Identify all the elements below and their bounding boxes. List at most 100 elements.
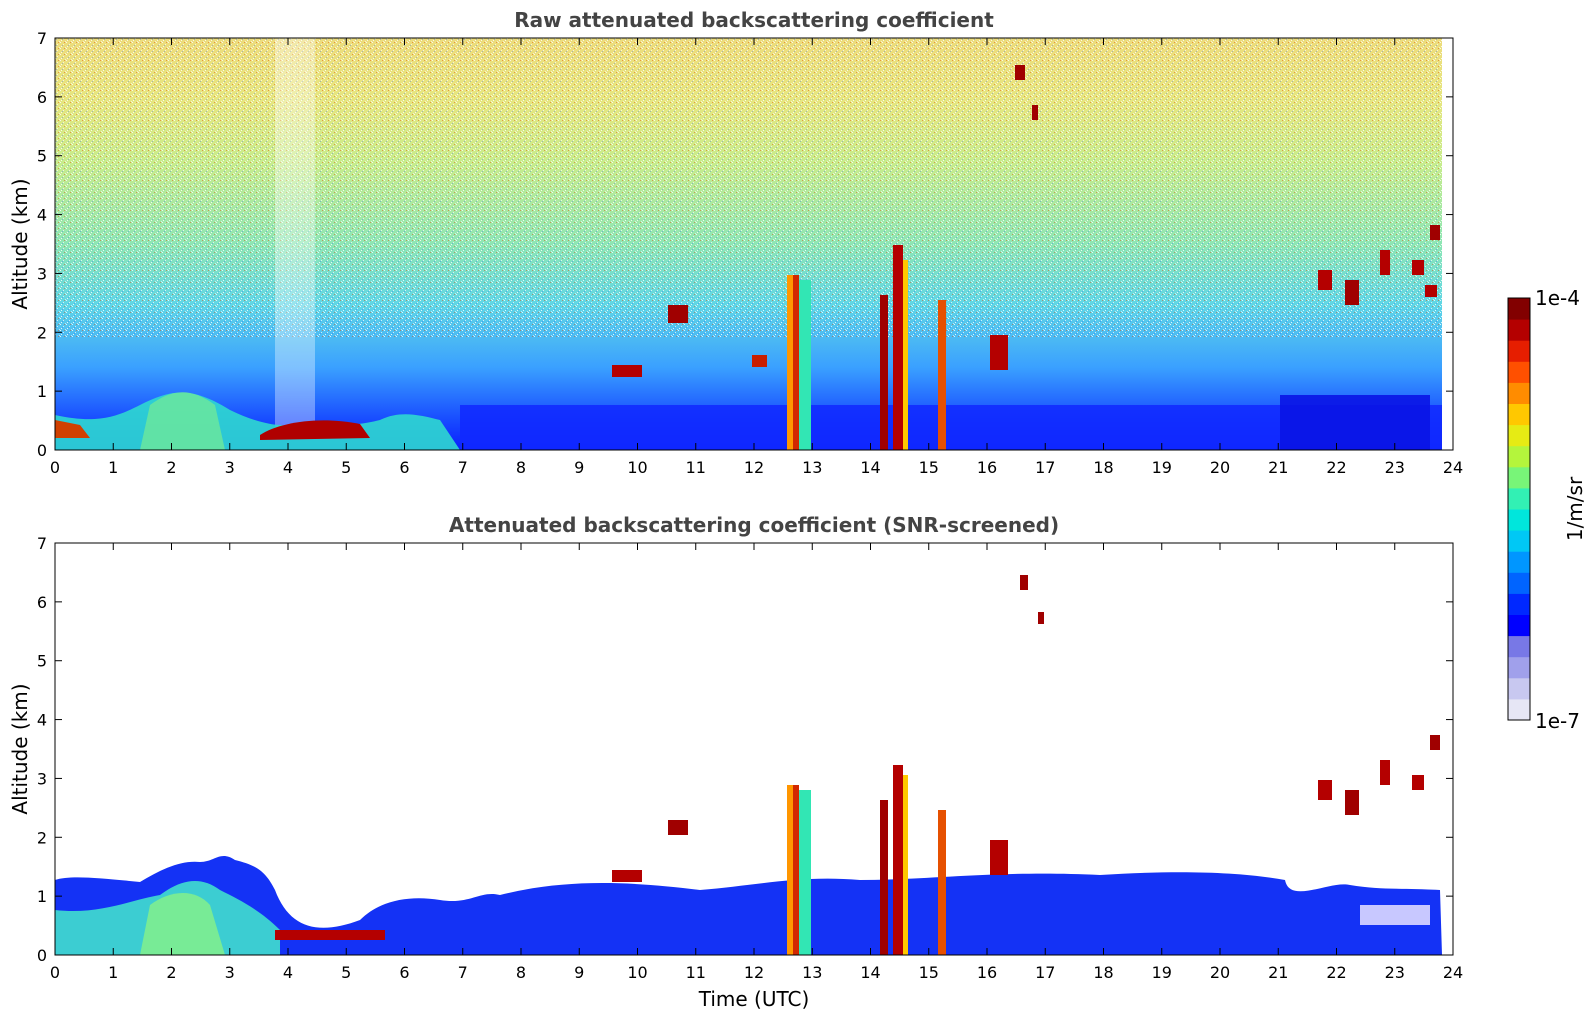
colorbar-swatch — [1508, 445, 1530, 468]
raw-y-ticks: 0 1 2 3 4 5 6 7 — [37, 29, 1453, 460]
x-tick-label: 15 — [919, 458, 939, 477]
x-tick-label: 4 — [283, 458, 293, 477]
x-tick-label: 11 — [686, 458, 706, 477]
colorbar-max-label: 1e-4 — [1535, 286, 1580, 310]
raw-y-axis-label: Altitude (km) — [8, 178, 32, 309]
raw-noise-speckle — [55, 38, 1442, 338]
colorbar-swatch — [1508, 572, 1530, 594]
x-tick-label: 8 — [516, 458, 526, 477]
raw-cloud-patch — [612, 365, 642, 377]
raw-cloud-column — [938, 300, 946, 450]
y-tick-label: 2 — [37, 323, 47, 342]
x-tick-label: 10 — [627, 458, 647, 477]
x-tick-label: 0 — [50, 963, 60, 982]
raw-x-ticks: 0 1 2 3 4 5 6 7 8 9 10 11 12 13 14 15 16 17 18 19 20 21 22 23 24 — [50, 38, 1463, 477]
x-tick-label: 6 — [399, 963, 409, 982]
screened-cloud-column — [799, 790, 811, 955]
x-tick-label: 3 — [225, 458, 235, 477]
colorbar-swatch — [1508, 361, 1530, 383]
raw-cloud-patch — [1380, 250, 1390, 275]
screened-cloud-patch — [990, 840, 1008, 875]
x-tick-label: 9 — [574, 458, 584, 477]
colorbar-swatches — [1508, 298, 1530, 721]
x-tick-label: 20 — [1210, 458, 1230, 477]
y-tick-label: 0 — [37, 441, 47, 460]
x-tick-label: 20 — [1210, 963, 1230, 982]
x-tick-label: 3 — [225, 963, 235, 982]
raw-dense-layer-left — [55, 420, 90, 438]
x-tick-label: 1 — [108, 458, 118, 477]
y-tick-label: 6 — [37, 88, 47, 107]
raw-no-data — [1442, 38, 1453, 450]
x-tick-label: 23 — [1385, 963, 1405, 982]
y-tick-label: 1 — [37, 382, 47, 401]
screened-backscatter-panel: Attenuated backscattering coefficient (S… — [8, 513, 1463, 1011]
x-tick-label: 7 — [458, 963, 468, 982]
colorbar-swatch — [1508, 614, 1530, 637]
raw-cloud-column — [893, 245, 903, 450]
y-tick-label: 2 — [37, 828, 47, 847]
colorbar-min-label: 1e-7 — [1535, 709, 1580, 733]
colorbar-swatch — [1508, 298, 1530, 320]
screened-cloud-column — [793, 785, 799, 955]
raw-backscatter-panel: Raw attenuated backscattering coefficien… — [8, 8, 1463, 477]
raw-cloud-patch — [1430, 225, 1440, 240]
x-tick-label: 22 — [1326, 458, 1346, 477]
x-tick-label: 1 — [108, 963, 118, 982]
screened-cloud-patch — [1412, 775, 1424, 790]
screened-cloud-column — [903, 775, 908, 955]
x-tick-label: 21 — [1268, 458, 1288, 477]
x-tick-label: 7 — [458, 458, 468, 477]
y-tick-label: 3 — [37, 769, 47, 788]
screened-cloud-patch — [1345, 790, 1359, 815]
colorbar-swatch — [1508, 487, 1530, 510]
x-tick-label: 19 — [1152, 458, 1172, 477]
raw-boundary-layer — [460, 405, 1442, 450]
colorbar-swatch — [1508, 403, 1530, 426]
colorbar-swatch — [1508, 635, 1530, 658]
y-tick-label: 4 — [37, 206, 47, 225]
colorbar-swatch — [1508, 593, 1530, 615]
screened-cloud-patch — [1318, 780, 1332, 800]
colorbar-swatch — [1508, 319, 1530, 341]
colorbar-frame — [1507, 297, 1531, 721]
raw-cloud-column — [880, 295, 888, 450]
screened-cloud-patch — [1430, 735, 1440, 750]
raw-dense-layer — [260, 420, 370, 440]
y-tick-label: 5 — [37, 652, 47, 671]
raw-cloud-patch — [990, 335, 1008, 370]
x-tick-label: 8 — [516, 963, 526, 982]
raw-cloud-patch — [1318, 270, 1332, 290]
x-tick-label: 5 — [341, 963, 351, 982]
colorbar-swatch — [1508, 677, 1530, 700]
colorbar-swatch — [1508, 509, 1530, 531]
screened-cloud-column — [893, 765, 903, 955]
x-tick-label: 13 — [802, 458, 822, 477]
x-tick-label: 2 — [166, 458, 176, 477]
screened-cloud-streak — [1020, 575, 1028, 590]
raw-cloud-column — [799, 280, 811, 450]
x-tick-label: 14 — [860, 458, 880, 477]
y-tick-label: 7 — [37, 534, 47, 553]
screened-aerosol-core — [140, 892, 225, 955]
x-tick-label: 2 — [166, 963, 176, 982]
screened-boundary-layer — [55, 856, 1442, 955]
colorbar-swatch — [1508, 382, 1530, 404]
x-tick-label: 6 — [399, 458, 409, 477]
x-tick-label: 12 — [744, 458, 764, 477]
colorbar-unit-label: 1/m/sr — [1563, 476, 1587, 541]
x-tick-label: 5 — [341, 458, 351, 477]
x-tick-label: 10 — [627, 963, 647, 982]
colorbar-swatch — [1508, 530, 1530, 552]
y-tick-label: 5 — [37, 147, 47, 166]
raw-cloud-patch — [752, 355, 767, 367]
colorbar: 1e-4 1e-7 1/m/sr — [1507, 286, 1587, 733]
colorbar-swatch — [1508, 466, 1530, 489]
x-tick-label: 14 — [860, 963, 880, 982]
raw-cloud-patch — [1032, 105, 1038, 120]
x-tick-label: 24 — [1443, 963, 1463, 982]
y-tick-label: 0 — [37, 946, 47, 965]
raw-boundary-layer-right — [1280, 395, 1430, 450]
x-tick-label: 19 — [1152, 963, 1172, 982]
